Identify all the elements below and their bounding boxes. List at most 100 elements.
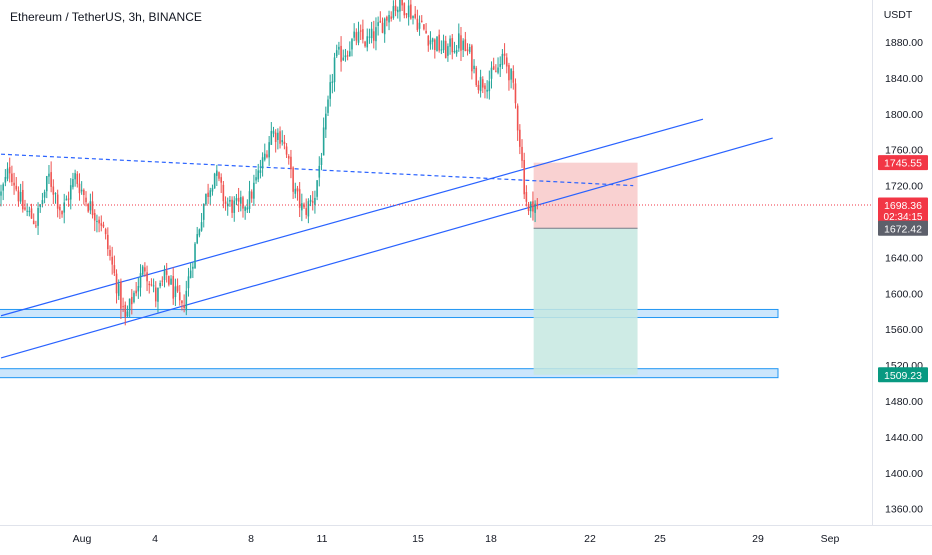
candle-body bbox=[35, 225, 37, 227]
candle-body bbox=[377, 22, 379, 26]
candle-body bbox=[390, 16, 393, 19]
candle-body bbox=[32, 220, 35, 225]
candle-body bbox=[126, 311, 129, 317]
candle-body bbox=[141, 266, 144, 275]
candle-body bbox=[303, 204, 305, 208]
price-tick-label: 1840.00 bbox=[885, 73, 923, 85]
candle-body bbox=[233, 200, 236, 213]
candle-body bbox=[17, 190, 20, 202]
candle-body bbox=[209, 190, 212, 198]
candle-body bbox=[488, 81, 491, 92]
candle-body bbox=[0, 191, 2, 196]
trendline-1[interactable] bbox=[0, 118, 704, 317]
candle-body bbox=[43, 191, 46, 198]
support-zone-2[interactable] bbox=[0, 368, 779, 379]
candle-body bbox=[495, 70, 497, 72]
support-zone-1[interactable] bbox=[0, 308, 779, 319]
candle-body bbox=[122, 306, 124, 308]
candle-body bbox=[455, 49, 458, 54]
candle-body bbox=[24, 207, 26, 210]
position-risk-zone[interactable] bbox=[533, 162, 638, 229]
candle-body bbox=[425, 30, 427, 34]
dashed-trendline-3[interactable] bbox=[0, 153, 634, 187]
candle-body bbox=[220, 177, 222, 183]
candle-body bbox=[41, 200, 44, 205]
candle-body bbox=[178, 292, 181, 301]
position-reward-zone[interactable] bbox=[533, 228, 638, 375]
candle-body bbox=[383, 18, 386, 35]
candle-body bbox=[388, 14, 390, 23]
candle-body bbox=[246, 207, 249, 210]
candle-body bbox=[48, 173, 50, 177]
stop-price-badge: 1745.55 bbox=[884, 158, 922, 170]
candle-body bbox=[235, 198, 238, 201]
candle-body bbox=[394, 5, 397, 11]
trendline-2[interactable] bbox=[0, 137, 773, 359]
candle-body bbox=[59, 206, 61, 211]
candle-body bbox=[314, 197, 316, 205]
candle-body bbox=[335, 50, 338, 57]
candle-body bbox=[434, 39, 436, 50]
candle-body bbox=[279, 131, 281, 144]
candle-body bbox=[163, 270, 166, 281]
candle-body bbox=[481, 79, 484, 88]
candle-body bbox=[281, 140, 284, 143]
candle-body bbox=[11, 173, 13, 183]
candle-body bbox=[257, 170, 260, 180]
candle-body bbox=[333, 57, 336, 83]
candle-body bbox=[196, 234, 198, 244]
candle-body bbox=[183, 305, 185, 308]
candle-body bbox=[318, 165, 321, 178]
candle-body bbox=[2, 184, 4, 191]
candle-body bbox=[109, 249, 111, 256]
candle-body bbox=[370, 28, 373, 39]
candle-body bbox=[85, 197, 87, 203]
candle-body bbox=[311, 201, 314, 203]
candle-body bbox=[137, 286, 140, 292]
candle-body bbox=[216, 170, 218, 176]
candle-body bbox=[26, 210, 28, 212]
candle-body bbox=[296, 188, 299, 192]
candle-body bbox=[115, 273, 118, 294]
time-tick-label: 8 bbox=[248, 533, 254, 545]
candle-body bbox=[8, 167, 11, 174]
candle-body bbox=[294, 188, 297, 194]
candle-body bbox=[405, 13, 408, 15]
candle-body bbox=[250, 191, 253, 199]
candle-body bbox=[185, 290, 188, 311]
candle-body bbox=[407, 5, 410, 18]
candle-body bbox=[475, 67, 478, 86]
candle-body bbox=[61, 210, 63, 215]
candle-body bbox=[473, 65, 475, 70]
candle-body bbox=[464, 39, 467, 52]
price-tick-label: 1720.00 bbox=[885, 181, 923, 193]
candle-body bbox=[309, 199, 312, 202]
candle-body bbox=[111, 256, 113, 265]
candle-body bbox=[224, 201, 227, 204]
price-axis-unit: USDT bbox=[884, 9, 913, 21]
candle-body bbox=[54, 193, 57, 195]
candle-body bbox=[268, 142, 270, 158]
candle-body bbox=[471, 45, 473, 72]
candle-body bbox=[486, 89, 488, 92]
candle-body bbox=[253, 182, 255, 199]
candle-body bbox=[325, 113, 327, 130]
candle-body bbox=[100, 223, 103, 226]
candle-body bbox=[150, 284, 153, 286]
candle-body bbox=[39, 204, 42, 207]
candle-body bbox=[218, 172, 220, 179]
candle-body bbox=[285, 146, 288, 155]
candle-body bbox=[237, 197, 240, 202]
price-tick-label: 1360.00 bbox=[885, 504, 923, 516]
candle-body bbox=[362, 29, 364, 40]
candle-body bbox=[403, 3, 406, 16]
time-tick-label: 25 bbox=[654, 533, 666, 545]
price-tick-label: 1640.00 bbox=[885, 252, 923, 264]
time-tick-label: 22 bbox=[584, 533, 596, 545]
candle-body bbox=[479, 76, 482, 92]
candle-body bbox=[200, 222, 203, 231]
candle-body bbox=[124, 304, 127, 317]
candle-body bbox=[91, 201, 94, 216]
